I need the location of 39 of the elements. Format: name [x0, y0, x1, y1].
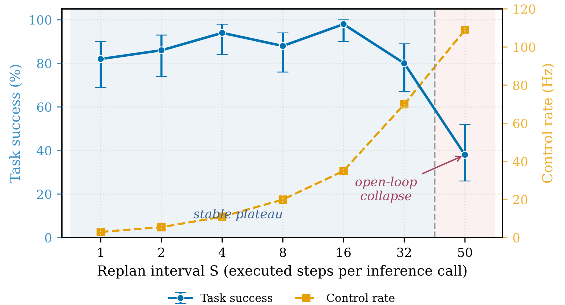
y2-tick-label: 40	[512, 157, 528, 167]
point	[400, 60, 408, 68]
y2-tick-label: 20	[513, 195, 528, 205]
legend-label: Task success	[200, 294, 273, 302]
x-tick-label: 16	[337, 248, 351, 258]
point	[158, 223, 166, 232]
y2-axis-title: Control rate (Hz)	[542, 64, 555, 184]
point	[96, 228, 106, 236]
point	[461, 26, 470, 34]
point	[340, 167, 348, 176]
y2-tick-label: 0	[513, 233, 520, 243]
point	[158, 46, 166, 54]
x-tick-label: 8	[280, 248, 286, 258]
y2-tick-label: 100	[514, 42, 536, 52]
point	[340, 20, 348, 28]
x-axis-title: Replan interval S (executed steps per inference call)	[98, 265, 467, 279]
y-tick-label: 40	[36, 146, 52, 156]
y-tick-label: 0	[45, 233, 52, 243]
point	[461, 151, 470, 160]
y-tick-label: 100	[30, 16, 52, 25]
x-tick-label: 1	[98, 248, 104, 258]
x-tick-label: 50	[458, 248, 472, 258]
point	[97, 55, 105, 64]
point	[279, 42, 287, 50]
y2-tick-label: 120	[514, 4, 536, 14]
x-tick-label: 2	[158, 248, 164, 258]
y-tick-label: 80	[37, 59, 52, 69]
y-tick-label: 60	[37, 102, 52, 112]
x-tick-label: 4	[218, 248, 226, 258]
y2-tick-label: 80	[513, 80, 528, 90]
legend-label: Control rate	[327, 294, 395, 302]
annotation: stable plateau	[194, 208, 282, 222]
point	[278, 196, 288, 204]
y2-tick-label: 60	[513, 118, 528, 128]
point	[218, 29, 226, 38]
y-axis-title: Task success (%)	[10, 65, 22, 183]
y-tick-label: 20	[37, 190, 52, 200]
x-tick-label: 32	[398, 248, 412, 258]
annotation: open-loop collapse	[356, 176, 418, 204]
